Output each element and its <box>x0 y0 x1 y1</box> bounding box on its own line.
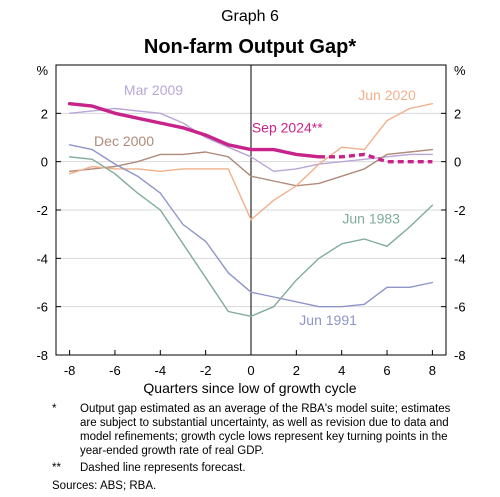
x-tick-label: 4 <box>338 363 345 378</box>
footnote-1-mark: * <box>52 403 57 415</box>
x-tick-label: 8 <box>429 363 436 378</box>
line-chart: 2 2 0 0 -2 -2 -4 -4 -6 -6 -8 -8% % -8 -6 -4 -2 0 2 4 6 8 Mar 2… <box>36 63 466 378</box>
footnote-2-text: Dashed line represents forecast. <box>80 462 246 474</box>
y-tick-label-right: -8 <box>454 348 466 363</box>
series-line-jun-2020 <box>68 103 434 221</box>
sources: Sources: ABS; RBA. <box>52 480 157 492</box>
x-tick-label: -2 <box>200 363 212 378</box>
y-tick-label-right: -6 <box>454 300 466 315</box>
footnote-2-mark: ** <box>52 462 61 474</box>
x-tick-label: -8 <box>64 363 76 378</box>
y-tick-label-right: -2 <box>454 203 466 218</box>
y-tick-label-right: -4 <box>454 251 466 266</box>
x-tick-label: 2 <box>293 363 300 378</box>
x-tick-label: 0 <box>247 363 254 378</box>
chart-title: Non-farm Output Gap* <box>143 36 357 58</box>
series-line-sep-2024 <box>67 102 321 159</box>
y-tick-label-right: 2 <box>454 106 461 121</box>
series-label: Jun 2020 <box>358 87 416 103</box>
y-tick-label-right: 0 <box>454 155 461 170</box>
footnote-1-text: Output gap estimated as an average of th… <box>80 403 451 457</box>
y-unit-right: % <box>454 63 466 78</box>
series-label: Mar 2009 <box>124 82 183 98</box>
x-tick-label: 6 <box>383 363 390 378</box>
y-tick-label-left: -6 <box>36 300 48 315</box>
series-label: Sep 2024** <box>252 120 323 136</box>
y-tick-label-left: 0 <box>41 155 48 170</box>
x-tick-label: -4 <box>155 363 167 378</box>
graph-label: Graph 6 <box>221 8 279 25</box>
series-label: Jun 1983 <box>342 210 400 226</box>
y-unit-left: % <box>36 63 48 78</box>
series-label: Jun 1991 <box>299 312 357 328</box>
series-line-sep-2024-forecast <box>319 152 433 164</box>
series-line-jun-1991 <box>68 144 434 308</box>
series-label: Dec 2000 <box>94 133 154 149</box>
y-tick-label-left: -2 <box>36 203 48 218</box>
series-line-jun-1983 <box>68 156 434 317</box>
y-tick-label-left: -4 <box>36 251 48 266</box>
y-tick-label-left: 2 <box>41 106 48 121</box>
x-tick-label: -6 <box>109 363 121 378</box>
y-tick-label-left: -8 <box>36 348 48 363</box>
series-line-dec-2000 <box>68 148 434 187</box>
x-axis-label: Quarters since low of growth cycle <box>143 380 357 396</box>
